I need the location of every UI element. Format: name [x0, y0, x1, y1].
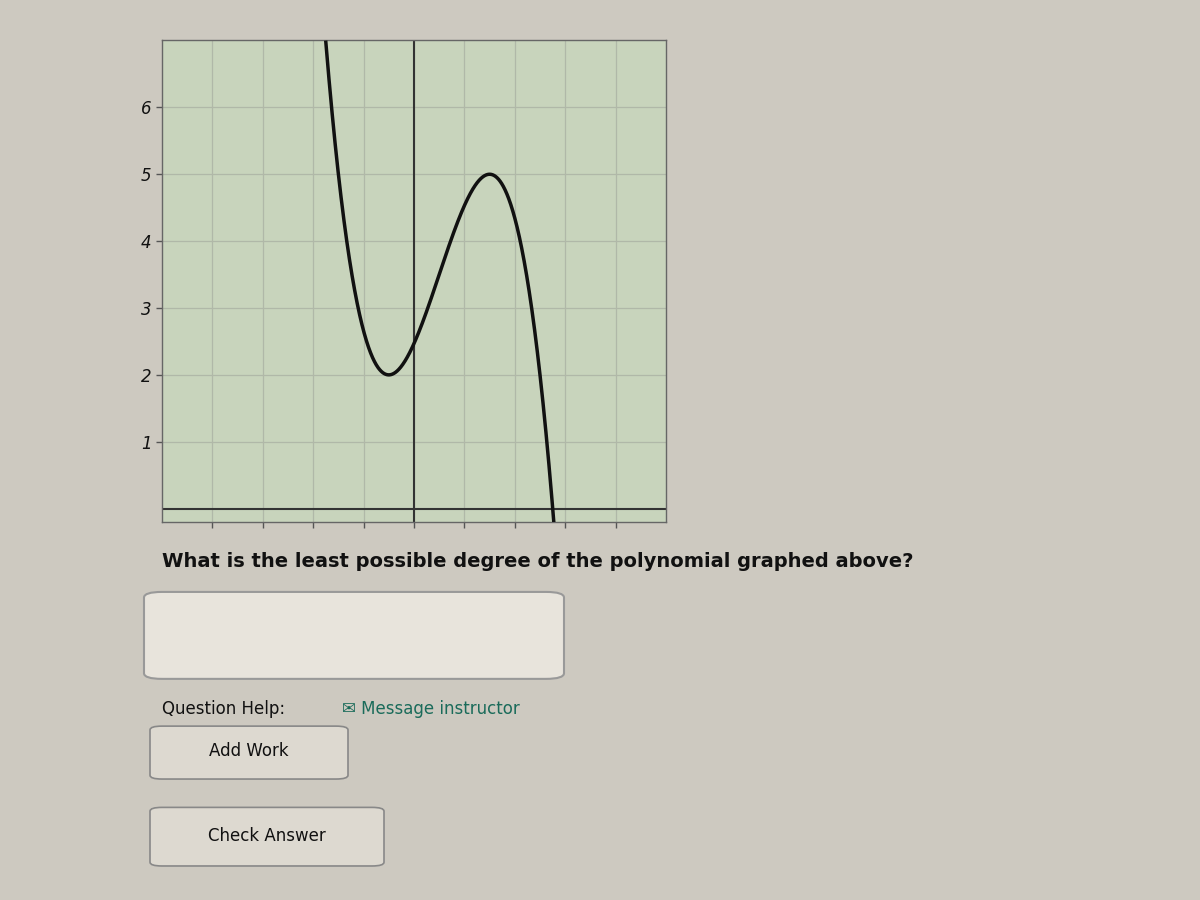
FancyBboxPatch shape [144, 592, 564, 679]
FancyBboxPatch shape [150, 726, 348, 779]
Text: ✉ Message instructor: ✉ Message instructor [342, 699, 520, 717]
Text: Question Help:: Question Help: [162, 699, 286, 717]
FancyBboxPatch shape [150, 807, 384, 866]
Text: Add Work: Add Work [209, 742, 289, 760]
Text: What is the least possible degree of the polynomial graphed above?: What is the least possible degree of the… [162, 553, 913, 572]
Text: Check Answer: Check Answer [208, 827, 326, 845]
